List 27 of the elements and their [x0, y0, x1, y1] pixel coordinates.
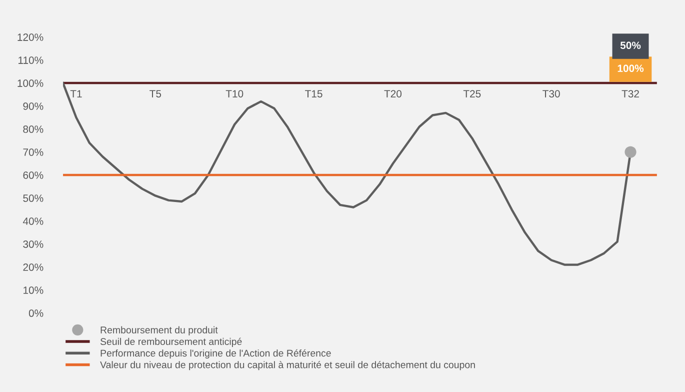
legend-label: Valeur du niveau de protection du capital à maturité et seuil de détachement du coupon [100, 360, 475, 370]
y-tick-label: 50% [23, 194, 44, 202]
y-tick-label: 100% [18, 80, 44, 87]
x-tick-label: T30 [542, 90, 560, 98]
y-tick-label: 70% [23, 148, 44, 156]
x-tick-label: T10 [226, 90, 244, 98]
y-tick-label: 60% [23, 172, 44, 179]
y-tick-label: 30% [23, 240, 44, 248]
x-tick-label: T1 [70, 90, 82, 98]
annotation: 100% [618, 64, 644, 72]
annotation: 50% [620, 42, 641, 50]
y-tick-label: 90% [23, 102, 44, 110]
x-tick-label: T25 [463, 90, 481, 98]
legend-label: Seuil de remboursement anticipé [100, 338, 242, 347]
y-tick-label: 40% [22, 218, 44, 225]
x-tick-label: T5 [150, 90, 162, 98]
y-tick-label: 80% [23, 126, 44, 133]
x-tick-label: T15 [305, 90, 322, 98]
x-tick-label: T20 [384, 90, 402, 98]
legend-label: Performance depuis l'origine de l'Action de Référence [100, 349, 331, 359]
y-tick-label: 120% [18, 34, 44, 41]
y-tick-label: 20% [23, 264, 44, 271]
x-tick-label: T32 [622, 90, 639, 98]
legend-label: Remboursement du produit [100, 326, 218, 336]
y-tick-label: 0% [28, 310, 44, 317]
y-tick-label: 110% [18, 56, 44, 64]
y-tick-label: 10% [24, 286, 44, 294]
